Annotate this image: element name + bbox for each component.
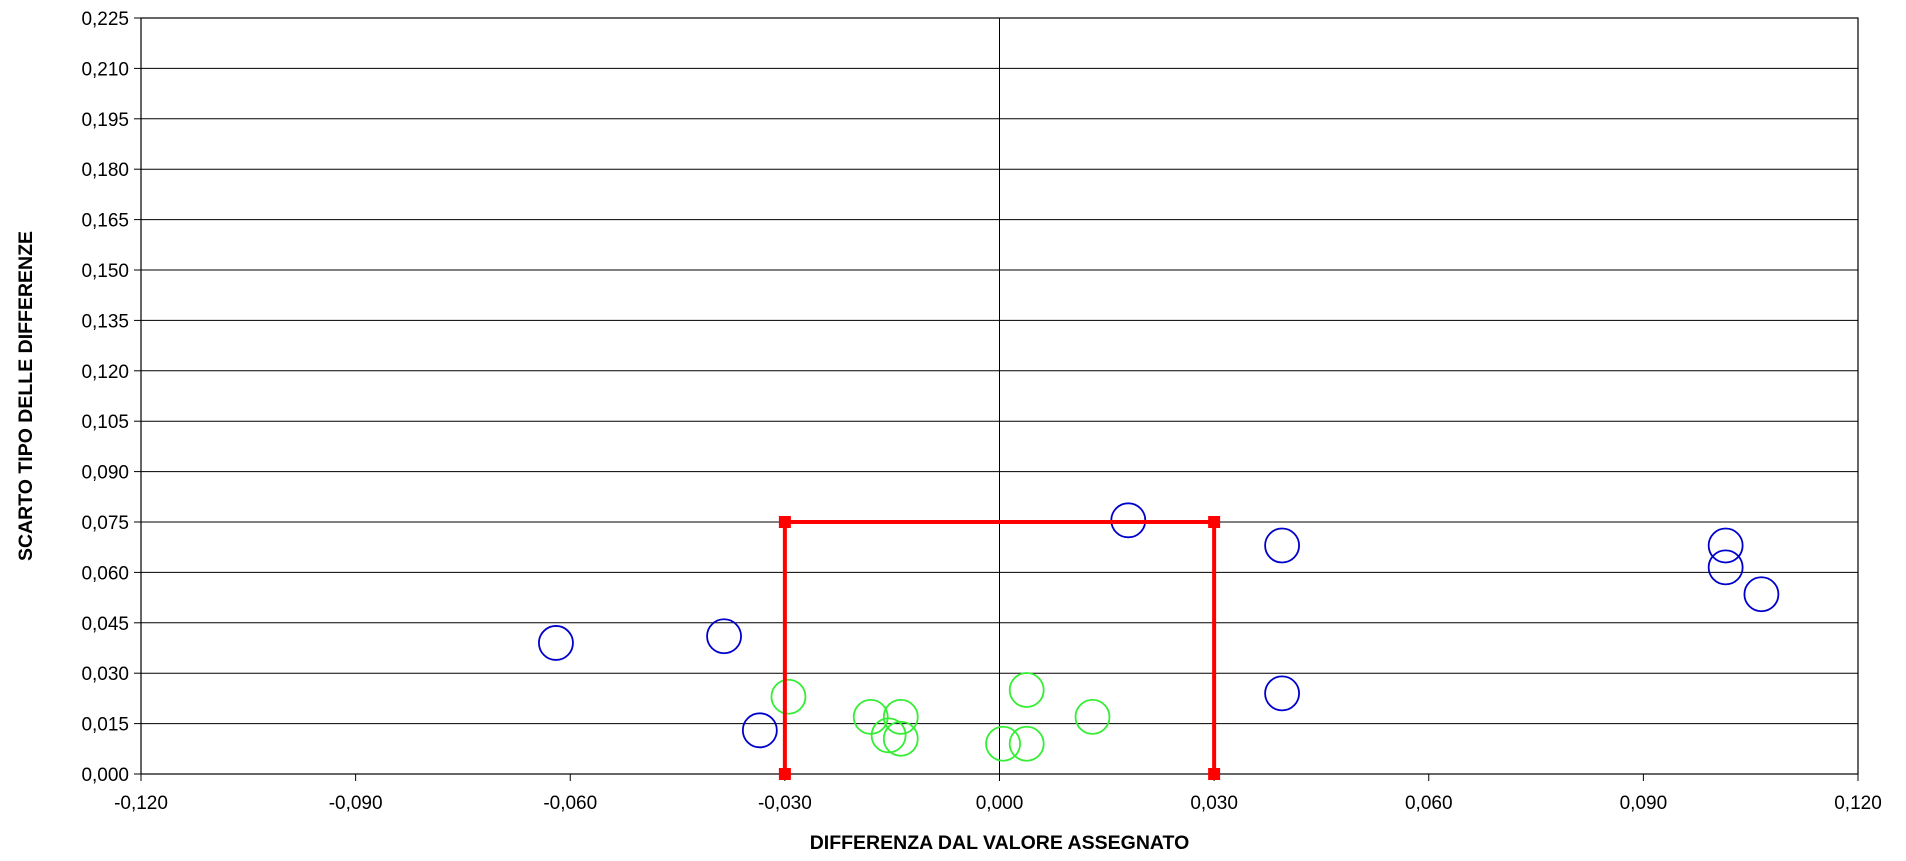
data-point: [538, 625, 574, 661]
data-point: [852, 698, 889, 735]
data-point: [1264, 675, 1300, 712]
data-point-square: [1208, 768, 1221, 780]
data-point: [1707, 527, 1744, 564]
data-point: [706, 618, 742, 655]
data-point: [770, 678, 807, 715]
y-tick-label: 0,195: [81, 110, 129, 131]
series-0: [538, 502, 1780, 749]
data-point: [1008, 725, 1045, 762]
y-tick-label: 0,090: [81, 463, 129, 484]
data-point-square: [778, 516, 791, 528]
y-tick-label: 0,105: [81, 412, 129, 433]
data-point: [1008, 672, 1045, 708]
y-tick-label: 0,165: [81, 211, 129, 232]
x-tick-label: -0,060: [543, 793, 597, 814]
y-tick-label: 0,045: [81, 614, 129, 635]
y-tick-label: 0,060: [81, 563, 129, 584]
x-tick-label: 0,090: [1620, 793, 1668, 814]
data-point: [1707, 549, 1744, 586]
data-point-square: [778, 768, 791, 780]
x-axis-title: DIFFERENZA DAL VALORE ASSEGNATO: [810, 832, 1190, 854]
x-tick-label: 0,030: [1190, 793, 1238, 814]
y-tick-label: 0,030: [81, 664, 129, 685]
x-tick-label: -0,030: [758, 793, 812, 814]
x-tick-label: 0,000: [976, 793, 1024, 814]
series-line: [782, 520, 1217, 774]
y-tick-label: 0,135: [81, 311, 129, 332]
data-point: [1743, 576, 1780, 613]
y-tick-label: 0,150: [81, 261, 129, 282]
data-point: [870, 717, 907, 754]
y-tick-label: 0,000: [81, 765, 129, 786]
y-axis-title: SCARTO TIPO DELLE DIFFERENZE: [15, 231, 37, 561]
series-1: [770, 672, 1111, 762]
series-2: [778, 516, 1221, 780]
y-tick-label: 0,210: [81, 59, 129, 80]
x-tick-label: -0,120: [114, 793, 168, 814]
y-tick-label: 0,015: [81, 715, 129, 736]
y-tick-label: 0,075: [81, 513, 129, 534]
y-tick-label: 0,180: [81, 160, 129, 181]
axis-ticks: 0,000 0,015 0,030 0,045 0,060 0,075 0,090 0,105…: [81, 9, 1881, 814]
data-point: [985, 725, 1021, 762]
data-point: [741, 712, 778, 749]
x-tick-label: 0,120: [1834, 793, 1882, 814]
series-layer: [538, 502, 1780, 780]
data-point-square: [1208, 516, 1221, 528]
data-point: [1264, 527, 1300, 564]
y-tick-label: 0,120: [81, 362, 129, 383]
y-tick-label: 0,225: [81, 9, 129, 30]
data-point: [882, 698, 919, 735]
data-point: [1074, 698, 1111, 735]
x-tick-label: 0,060: [1405, 793, 1453, 814]
x-tick-label: -0,090: [329, 793, 383, 814]
data-point: [882, 720, 919, 757]
